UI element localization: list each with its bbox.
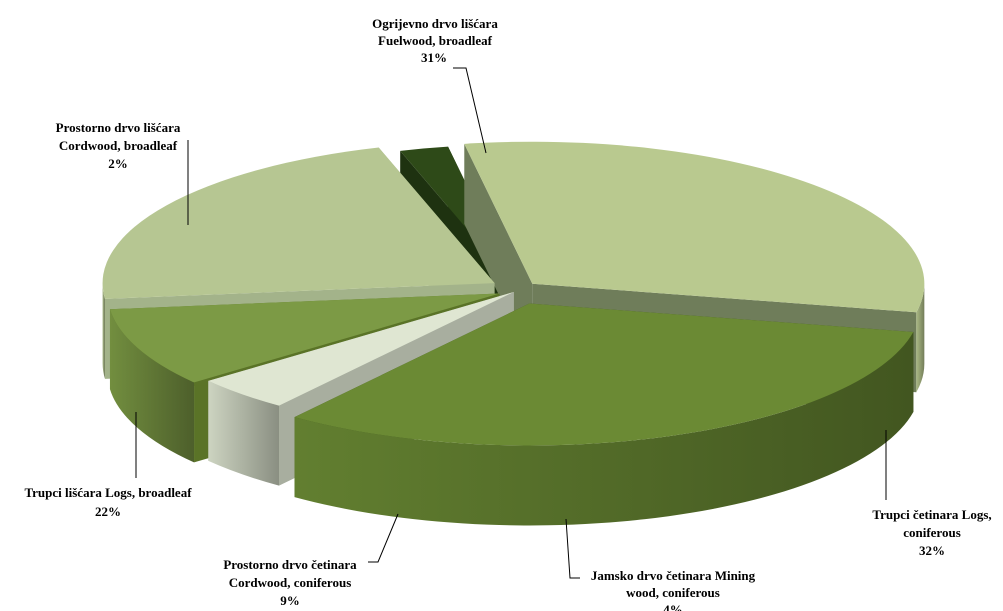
leader-line-fuelwood-broadleaf	[453, 67, 487, 154]
data-label-logs-coniferous: Trupci četinara Logs,	[872, 507, 991, 522]
pie-slice-logs-coniferous	[294, 303, 914, 526]
data-value-logs-broadleaf: 22%	[95, 504, 121, 519]
data-value-mining-wood: 4%	[663, 602, 683, 611]
data-label-fuelwood-broadleaf-line2: Fuelwood, broadleaf	[378, 33, 493, 48]
data-label-cordwood-broadleaf-line2: Cordwood, broadleaf	[59, 138, 178, 153]
data-value-cordwood-broadleaf: 2%	[108, 156, 128, 171]
data-value-fuelwood-broadleaf: 31%	[421, 50, 447, 65]
pie-slices	[102, 141, 925, 526]
data-value-logs-coniferous: 32%	[919, 543, 945, 558]
data-label-logs-coniferous-line2: coniferous	[903, 525, 961, 540]
data-label-mining-wood-line2: wood, coniferous	[626, 585, 720, 600]
data-label-cordwood-broadleaf: Prostorno drvo lišćara	[56, 120, 181, 135]
data-label-cordwood-coniferous-line2: Cordwood, coniferous	[229, 575, 352, 590]
data-label-logs-broadleaf: Trupci lišćara Logs, broadleaf	[24, 485, 192, 500]
data-label-mining-wood: Jamsko drvo četinara Mining	[591, 568, 756, 583]
data-value-cordwood-coniferous: 9%	[280, 593, 300, 608]
data-label-fuelwood-broadleaf: Ogrijevno drvo lišćara	[372, 16, 498, 31]
leader-line-mining-wood	[565, 518, 580, 579]
data-label-cordwood-coniferous: Prostorno drvo četinara	[223, 557, 357, 572]
leader-line-cordwood-coniferous	[368, 513, 399, 563]
